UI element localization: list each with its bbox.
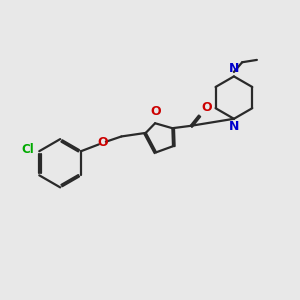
Text: N: N xyxy=(229,120,239,133)
Text: Cl: Cl xyxy=(21,143,34,156)
Text: O: O xyxy=(150,105,161,118)
Text: N: N xyxy=(229,62,239,75)
Text: O: O xyxy=(201,101,212,114)
Text: O: O xyxy=(97,136,108,149)
